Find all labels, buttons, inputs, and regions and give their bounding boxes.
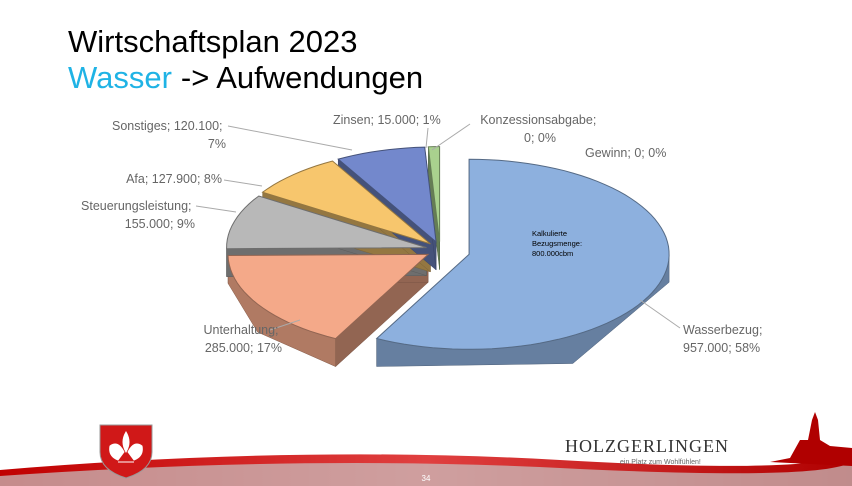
annotation: Kalkulierte Bezugsmenge: 800.000cbm [532,229,582,258]
label-category: Afa [126,172,145,186]
label-percent: 0% [538,131,556,145]
label-category: Wasserbezug [683,323,759,337]
data-label: Afa; 127.900; 8% [126,172,222,186]
label-value: 957.000 [683,341,728,355]
pie-chart [226,146,670,368]
label-separator: ; [531,131,538,145]
subtitle-highlight: Wasser [68,60,172,95]
label-category: Gewinn [585,146,627,160]
slice [375,158,670,350]
data-label: Wasserbezug; 957.000; 58% [683,323,766,355]
label-percent: 8% [204,172,222,186]
subtitle-rest: -> Aufwendungen [181,60,423,95]
leader-line [639,299,681,329]
label-value: 285.000 [205,341,250,355]
slice [337,146,437,244]
label-separator: ; [627,146,634,160]
label-separator: ; [145,172,152,186]
data-label: Gewinn; 0; 0% [585,146,666,160]
label-percent: 7% [208,137,226,151]
label-category: Unterhaltung [203,323,275,337]
label-value: 15.000 [377,113,415,127]
leader-line [227,125,353,151]
logo-name: HOLZGERLINGEN [565,436,729,456]
annotation-line: Bezugsmenge: [532,239,582,248]
footer-swoosh-shade [0,462,852,486]
label-value: 155.000 [125,217,170,231]
label-percent: 1% [423,113,441,127]
label-category: Sonstiges [112,119,167,133]
label-percent: 0% [648,146,666,160]
data-label: Steuerungsleistung; 155.000; 9% [81,199,195,231]
label-separator: ; [759,323,766,337]
label-separator: ; [371,113,378,127]
skyline [770,412,852,466]
label-separator: ; [219,119,226,133]
label-separator: ; [170,217,177,231]
label-category: Zinsen [333,113,371,127]
data-label: Konzessionsabgabe; 0; 0% [480,113,600,145]
slice [226,195,427,250]
leader-line [195,205,237,213]
leader-line [431,123,471,151]
annotation-line: 800.000cbm [532,249,573,258]
label-value: 0 [524,131,531,145]
slice [261,160,431,245]
label-separator: ; [593,113,600,127]
label-separator: ; [641,146,648,160]
crest-lily [109,431,143,463]
slice [427,146,441,242]
label-percent: 9% [177,217,195,231]
label-value: 127.900 [152,172,197,186]
label-percent: 17% [257,341,282,355]
data-label: Sonstiges; 120.100; 7% [112,119,226,151]
label-separator: ; [167,119,174,133]
slide-subtitle: Wasser -> Aufwendungen [68,60,423,95]
leader-line [223,179,263,187]
label-separator: ; [416,113,423,127]
leader-line [269,319,301,331]
slide-title: Wirtschaftsplan 2023 [68,24,357,59]
label-value: 0 [634,146,641,160]
slice [227,253,430,340]
label-category: Steuerungsleistung [81,199,188,213]
data-label: Zinsen; 15.000; 1% [333,113,441,127]
label-value: 120.100 [174,119,219,133]
annotation-line: Kalkulierte [532,229,567,238]
logo-tagline: ein Platz zum Wohlfühlen! [620,459,701,466]
label-percent: 58% [735,341,760,355]
label-category: Konzessionsabgabe [480,113,593,127]
leader-line [425,127,429,149]
label-separator: ; [197,172,204,186]
label-separator: ; [275,323,282,337]
label-separator: ; [728,341,735,355]
label-separator: ; [188,199,195,213]
label-separator: ; [250,341,257,355]
data-label: Unterhaltung; 285.000; 17% [203,323,282,355]
page-number: 34 [422,474,431,483]
